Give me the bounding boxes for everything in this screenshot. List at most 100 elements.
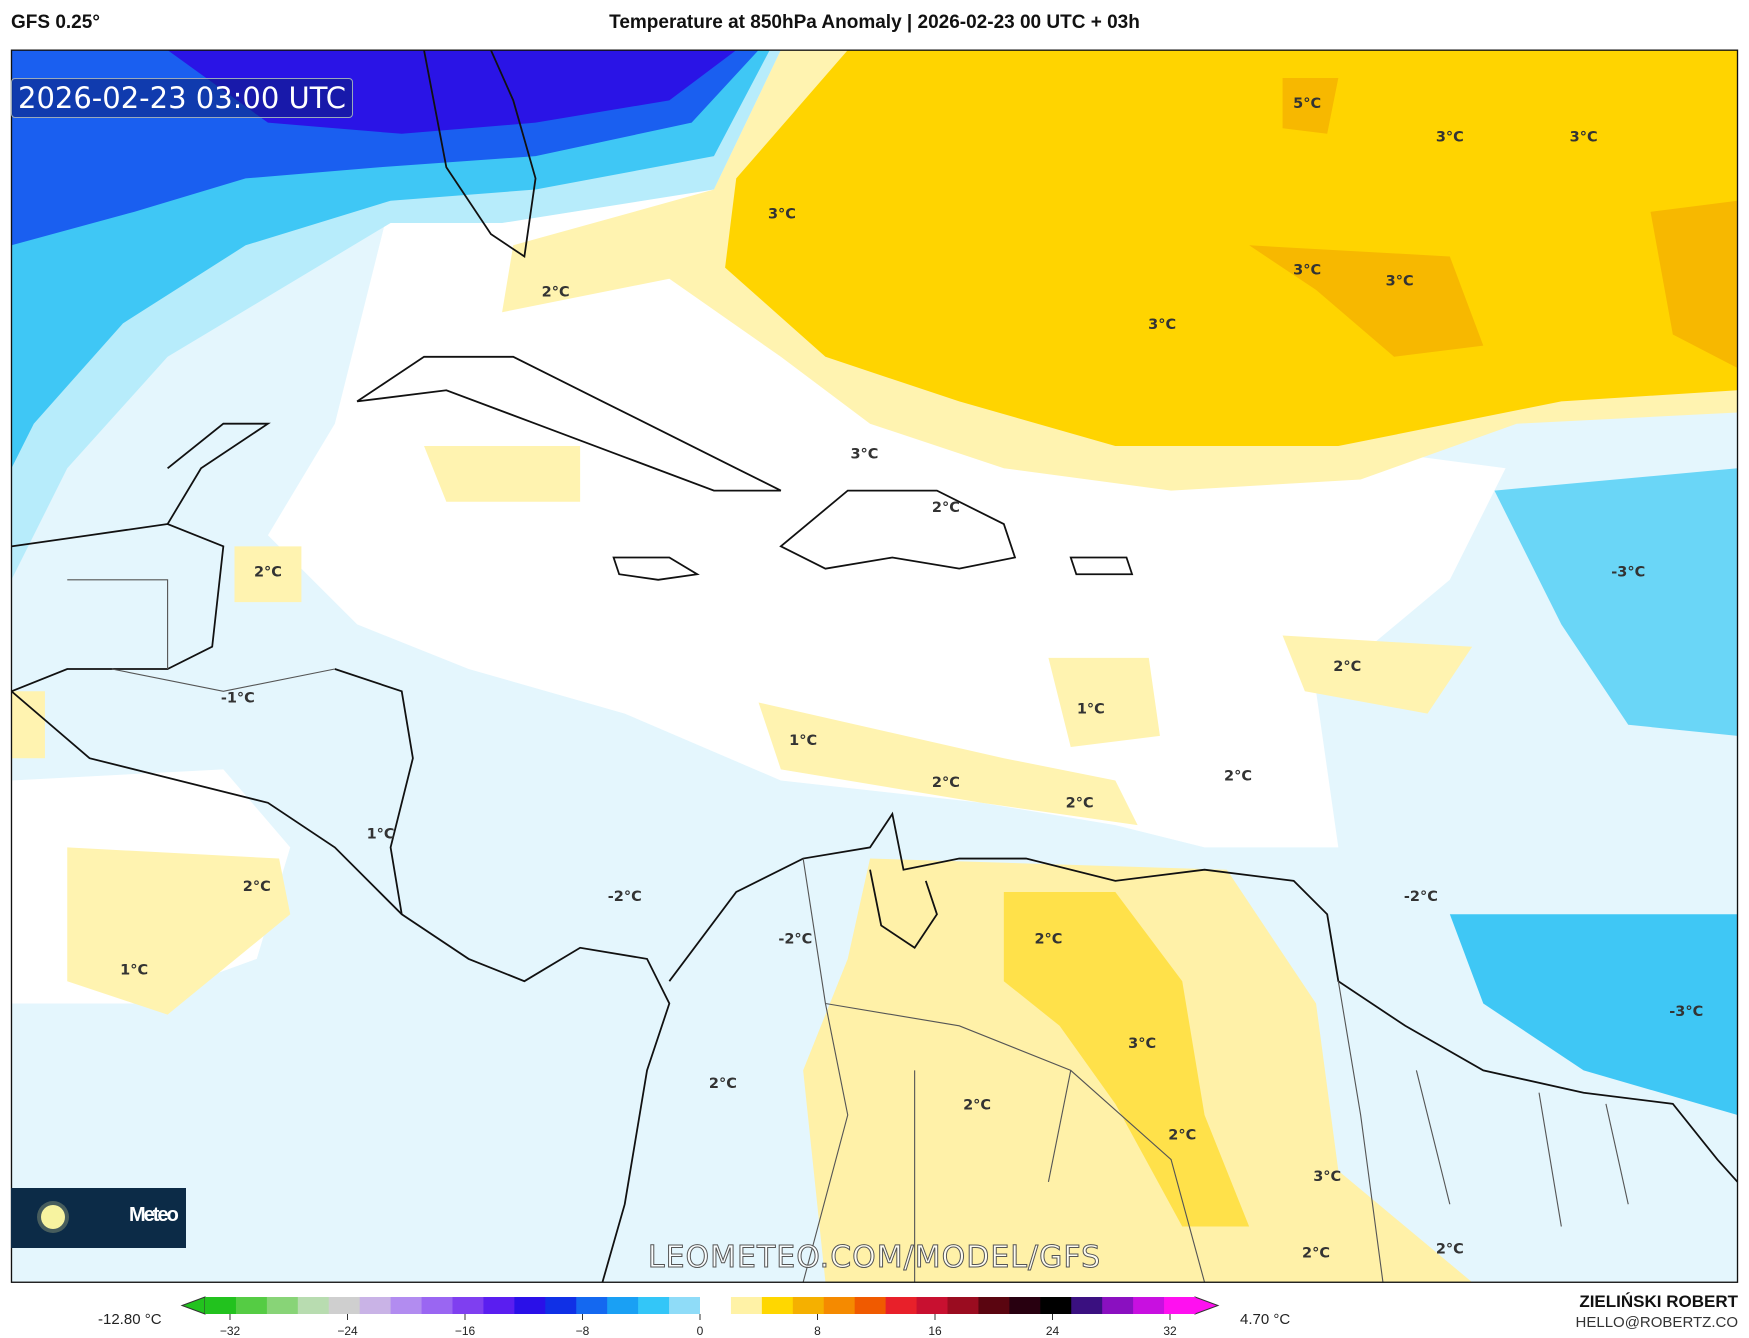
colorbar-max-extend: [1194, 1296, 1220, 1315]
sun-icon: [41, 1205, 65, 1229]
colorbar-segment: [1164, 1297, 1196, 1314]
contour-label: 3°C: [1128, 1036, 1156, 1052]
contour-label: -3°C: [1611, 564, 1645, 580]
contour-label: 2°C: [1436, 1241, 1464, 1257]
colorbar-segment: [916, 1297, 948, 1314]
colorbar-segment: [576, 1297, 608, 1314]
watermark: LEOMETEO.COM/MODEL/GFS: [647, 1240, 1102, 1276]
colorbar-segment: [483, 1297, 515, 1314]
contour-label: 2°C: [254, 564, 282, 580]
colorbar-segment: [761, 1297, 794, 1314]
colorbar-tick-label: 32: [1163, 1324, 1177, 1338]
contour-label: 2°C: [542, 285, 570, 301]
contour-label: 2°C: [932, 775, 960, 791]
contour-label: 2°C: [963, 1097, 991, 1113]
field-yellow-north: [725, 50, 1738, 446]
colorbar-min-extend: [180, 1296, 206, 1315]
contour-label: 3°C: [1293, 262, 1321, 278]
contour-label: -3°C: [1669, 1004, 1703, 1020]
author-name: ZIELIŃSKI ROBERT: [1579, 1292, 1738, 1311]
contour-label: 2°C: [1066, 795, 1094, 811]
colorbar-tick-label: 24: [1045, 1324, 1060, 1338]
contour-label: 2°C: [1168, 1128, 1196, 1144]
logo: Meteo: [11, 1188, 186, 1248]
map-frame: [10, 49, 1739, 1283]
contour-label: 3°C: [768, 207, 796, 223]
contour-label: 2°C: [243, 879, 271, 895]
field-cyan-east: [1494, 468, 1738, 736]
colorbar-tick-label: −32: [219, 1324, 241, 1338]
colorbar-segment: [205, 1297, 237, 1314]
colorbar-segment: [947, 1297, 979, 1314]
colorbar-segment: [792, 1297, 825, 1314]
contour-label: 3°C: [1148, 317, 1176, 333]
colorbar-tick-label: −24: [337, 1324, 358, 1338]
model-name: GFS 0.25°: [11, 12, 100, 33]
contour-label: 3°C: [1313, 1169, 1341, 1185]
colorbar-segment: [700, 1297, 732, 1314]
contour-label: -2°C: [1404, 889, 1438, 905]
contour-label: 1°C: [1077, 702, 1105, 718]
colorbar: [180, 1296, 1220, 1320]
colorbar-segment: [359, 1297, 392, 1314]
colorbar-tick-label: 8: [814, 1324, 821, 1338]
colorbar-segment: [1102, 1297, 1134, 1314]
coastlines: [11, 50, 1738, 1283]
colorbar-min-label: -12.80 °C: [98, 1311, 162, 1328]
colorbar-segment: [669, 1297, 701, 1314]
contour-label: 1°C: [120, 963, 148, 979]
colorbar-tick-label: 0: [696, 1324, 704, 1338]
contour-label: -2°C: [778, 931, 812, 947]
contour-label: -2°C: [608, 889, 642, 905]
field-cyan-southeast: [1449, 914, 1738, 1115]
colorbar-segment: [266, 1297, 299, 1314]
colorbar-max-label: 4.70 °C: [1240, 1311, 1291, 1328]
contour-label: 3°C: [1570, 130, 1598, 146]
colorbar-tick-label: 16: [928, 1324, 942, 1338]
colorbar-segment: [545, 1297, 577, 1314]
colorbar-segment: [297, 1297, 330, 1314]
contour-label: 3°C: [1386, 273, 1414, 289]
contour-label: 3°C: [1436, 130, 1464, 146]
colorbar-segment: [235, 1297, 268, 1314]
colorbar-tick-label: −16: [454, 1324, 476, 1338]
colorbar-segment: [854, 1297, 887, 1314]
borders: [67, 579, 1629, 1283]
contour-label: 1°C: [367, 826, 395, 842]
colorbar-segment: [1071, 1297, 1103, 1314]
field-white-central: [267, 189, 1506, 848]
logo-text: Meteo: [129, 1204, 179, 1226]
colorbar-segment: [607, 1297, 639, 1314]
contour-label: 2°C: [709, 1076, 737, 1092]
colorbar-segment: [730, 1297, 763, 1314]
colorbar-segment: [1009, 1297, 1041, 1314]
field-paleyellow-patches: [11, 446, 1473, 1015]
field-yellow-southamerica: [1003, 892, 1250, 1227]
colorbar-segment: [885, 1297, 918, 1314]
colorbar-segment: [823, 1297, 856, 1314]
author-email: HELLO@ROBERTZ.CO: [1575, 1314, 1738, 1331]
contour-label: 3°C: [850, 446, 878, 462]
colorbar-segment: [421, 1297, 453, 1314]
colorbar-segment: [978, 1297, 1010, 1314]
contour-label: 2°C: [1224, 769, 1252, 785]
contour-label: 2°C: [1333, 659, 1361, 675]
chart-title: Temperature at 850hPa Anomaly | 2026-02-…: [609, 12, 1140, 33]
colorbar-segment: [328, 1297, 361, 1314]
field-orange-north: [1249, 78, 1738, 368]
colorbar-tick-label: −8: [575, 1324, 590, 1338]
contour-label: 2°C: [932, 500, 960, 516]
contour-label: 2°C: [1034, 931, 1062, 947]
contour-label: -1°C: [221, 690, 255, 706]
colorbar-segment: [514, 1297, 546, 1314]
contour-label: 2°C: [1302, 1246, 1330, 1262]
colorbar-segment: [390, 1297, 423, 1314]
colorbar-segment: [452, 1297, 484, 1314]
colorbar-segment: [1040, 1297, 1072, 1314]
valid-time-stamp: 2026-02-23 03:00 UTC: [11, 78, 354, 118]
contour-label: 5°C: [1293, 96, 1321, 112]
contour-label: 1°C: [789, 733, 817, 749]
colorbar-segment: [638, 1297, 670, 1314]
colorbar-segment: [1133, 1297, 1165, 1314]
